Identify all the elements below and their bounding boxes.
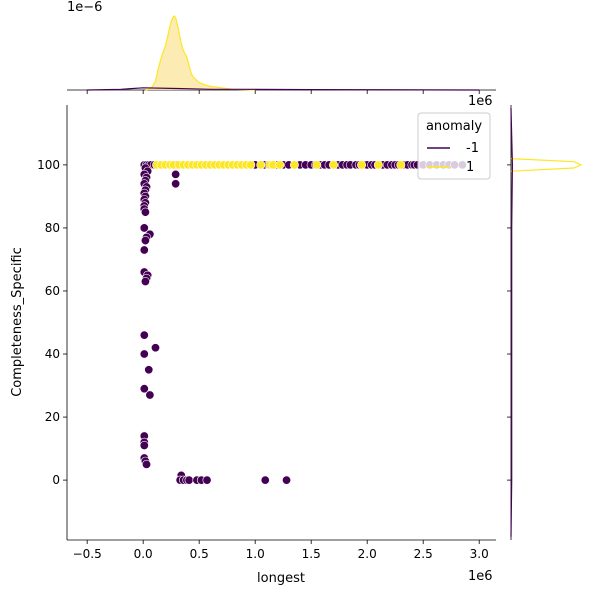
data-point [282,475,292,485]
top-marginal-plot [67,15,496,94]
x-tick-label: 1.5 [302,547,321,561]
x-tick-label: −0.5 [73,547,102,561]
data-point [139,245,149,255]
y-tick-label: 80 [45,221,60,235]
legend-box [417,112,491,180]
legend-label-anomaly-1: 1 [466,160,474,175]
y-tick-label: 0 [52,473,60,487]
top-marginal-offset-text: 1e−6 [67,0,102,15]
legend-label-anomaly-neg1: -1 [466,141,479,156]
data-point [139,223,149,233]
top-kde-curve-anomaly-1 [145,15,256,91]
data-point [150,343,160,353]
data-point [144,365,154,375]
data-point [256,160,266,170]
data-point [139,349,149,359]
x-tick-label: 0.0 [134,547,153,561]
data-point [260,475,270,485]
data-point [145,390,155,400]
x-axis-label: longest [257,571,305,586]
y-tick-label: 60 [45,284,60,298]
series-anomaly-neg1 [139,160,467,485]
right-kde-curve-anomaly-1 [510,158,583,172]
data-point [140,277,150,287]
top-kde-curve-anomaly-neg1 [87,87,480,91]
y-axis-label: Completeness_Specific [10,247,25,397]
data-point [139,440,149,450]
x-tick-label: 3.0 [470,547,489,561]
legend-title: anomaly [426,119,482,134]
y-tick-label: 20 [45,410,60,424]
right-marginal-plot [507,105,583,540]
legend: anomaly -1 1 [417,112,491,180]
right-marginal-offset-text: 1e6 [468,94,493,109]
data-point [275,160,285,170]
right-kde-curve-anomaly-neg1 [510,108,514,537]
data-point [246,160,256,170]
data-point [329,160,339,170]
data-point [140,236,150,246]
x-tick-label: 0.5 [190,547,209,561]
data-point [373,160,383,170]
data-point [202,475,212,485]
main-scatter-plot: −0.5 0.0 0.5 1.0 1.5 2.0 2.5 3.0 0 20 40 60 80 100 [37,105,496,561]
data-point [140,207,150,217]
x-tick-label: 2.5 [414,547,433,561]
x-tick-label: 1.0 [246,547,265,561]
data-point [289,160,299,170]
y-tick-label: 40 [45,347,60,361]
series-anomaly-1 [152,160,406,170]
data-point [396,160,406,170]
data-point [171,169,181,179]
data-point [357,160,367,170]
data-point [139,384,149,394]
data-point [184,475,194,485]
top-kde-fill-anomaly-1 [145,16,256,90]
data-point [142,459,152,469]
data-point [139,330,149,340]
x-axis-offset-text: 1e6 [468,569,493,584]
data-point [171,179,181,189]
x-tick-label: 2.0 [358,547,377,561]
y-tick-label: 100 [37,158,60,172]
data-point [312,160,322,170]
